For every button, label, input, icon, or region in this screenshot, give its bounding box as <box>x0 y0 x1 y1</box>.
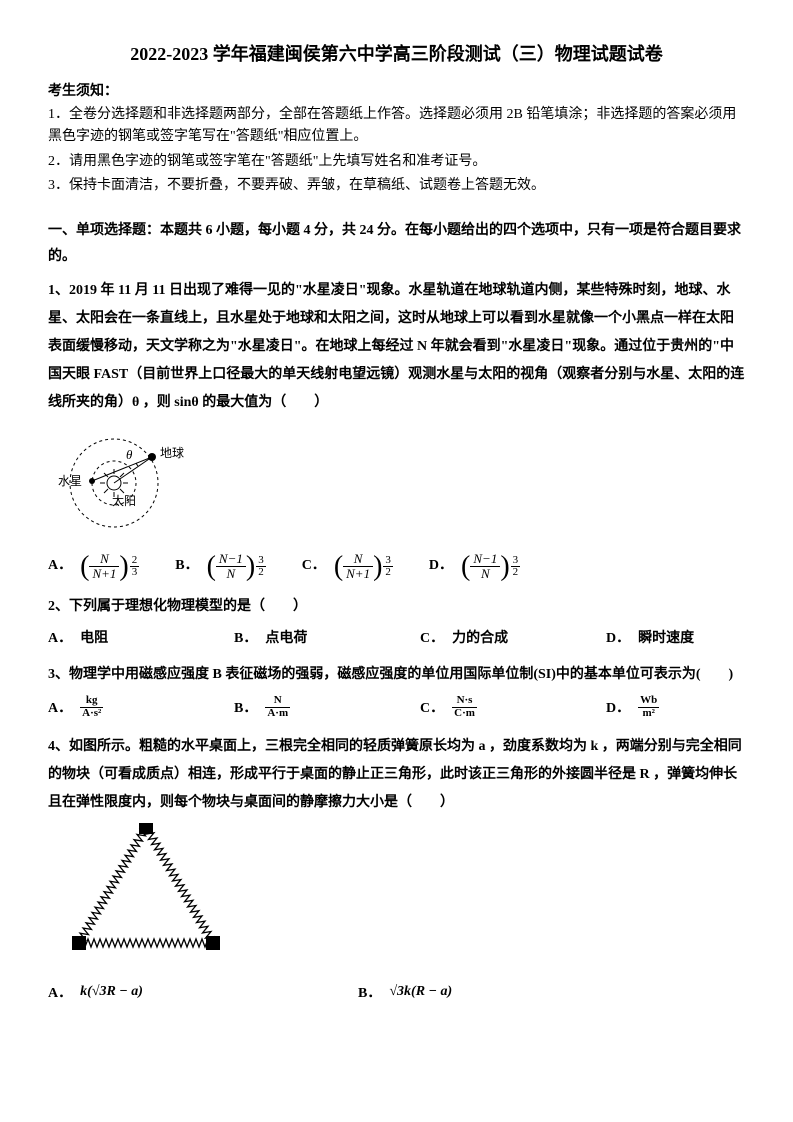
q2-opt-c: C．力的合成 <box>420 627 570 647</box>
q4-diagram <box>56 823 745 968</box>
q1-opt-b: B． ( N−1N ) 32 <box>175 552 265 582</box>
q2-options: A．电阻 B．点电荷 C．力的合成 D．瞬时速度 <box>48 627 745 647</box>
q4-opt-a: A．k(√3R − a) <box>48 982 358 1002</box>
notice-3: 3．保持卡面清洁，不要折叠，不要弄破、弄皱，在草稿纸、试题卷上答题无效。 <box>48 175 745 197</box>
q1-options: A． ( NN+1 ) 23 B． ( N−1N ) 32 C． ( NN+1 … <box>48 552 745 582</box>
q3-opt-d: D． Wbm² <box>606 695 756 719</box>
q1-opt-a: A． ( NN+1 ) 23 <box>48 552 139 582</box>
q1-text: 1、2019 年 11 月 11 日出现了难得一见的"水星凌日"现象。水星轨道在… <box>48 277 745 417</box>
q2-opt-a: A．电阻 <box>48 627 198 647</box>
q1-diagram: θ 地球 水星 太阳 <box>56 423 745 538</box>
theta-label: θ <box>126 447 133 462</box>
q4-options: A．k(√3R − a) B．√3k(R − a) <box>48 982 745 1002</box>
triangle-spring-svg <box>56 823 246 963</box>
q2-text: 2、下列属于理想化物理模型的是（ ） <box>48 593 745 621</box>
notice-heading: 考生须知： <box>48 80 745 100</box>
q3-opt-b: B． NA·m <box>234 695 384 719</box>
q4-opt-b: B．√3k(R − a) <box>358 982 668 1002</box>
orbit-diagram-svg: θ 地球 水星 太阳 <box>56 423 226 533</box>
q3-text: 3、物理学中用磁感应强度 B 表征磁场的强弱，磁感应强度的单位用国际单位制(SI… <box>48 661 745 689</box>
notice-1: 1．全卷分选择题和非选择题两部分，全部在答题纸上作答。选择题必须用 2B 铅笔填… <box>48 104 745 149</box>
q1-opt-c: C． ( NN+1 ) 32 <box>302 552 393 582</box>
mercury-label: 水星 <box>58 474 82 488</box>
q3-opt-c: C． N·sC·m <box>420 695 570 719</box>
q3-options: A． kgA·s² B． NA·m C． N·sC·m D． Wbm² <box>48 695 745 719</box>
q3-opt-a: A． kgA·s² <box>48 695 198 719</box>
q2-opt-d: D．瞬时速度 <box>606 627 756 647</box>
q1-opt-d: D． ( N−1N ) 32 <box>429 552 520 582</box>
earth-label: 地球 <box>160 446 184 460</box>
exam-page: 2022-2023 学年福建闽侯第六中学高三阶段测试（三）物理试题试卷 考生须知… <box>0 0 793 1122</box>
section-1-intro: 一、单项选择题：本题共 6 小题，每小题 4 分，共 24 分。在每小题给出的四… <box>48 218 745 271</box>
q4-text: 4、如图所示。粗糙的水平桌面上，三根完全相同的轻质弹簧原长均为 a ，劲度系数均… <box>48 733 745 817</box>
sun-label: 太阳 <box>112 493 136 508</box>
q2-opt-b: B．点电荷 <box>234 627 384 647</box>
notice-2: 2．请用黑色字迹的钢笔或签字笔在"答题纸"上先填写姓名和准考证号。 <box>48 151 745 173</box>
page-title: 2022-2023 学年福建闽侯第六中学高三阶段测试（三）物理试题试卷 <box>48 40 745 66</box>
